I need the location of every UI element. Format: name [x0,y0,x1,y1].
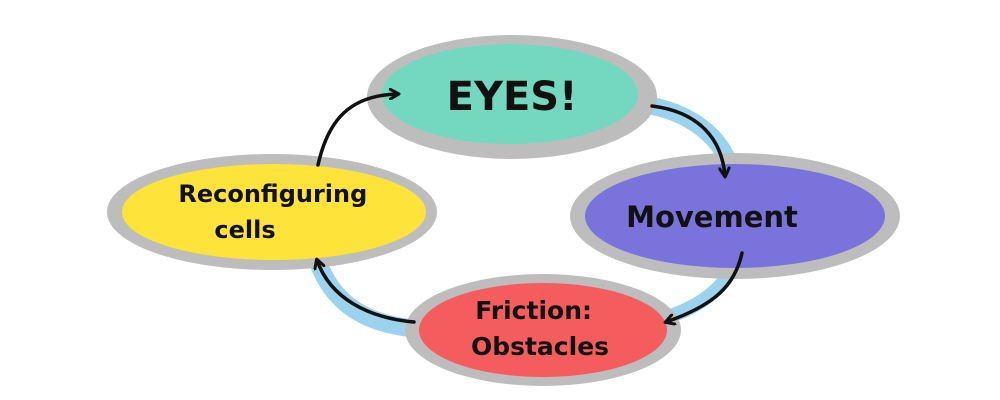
node-friction-fill [419,283,667,377]
arrow-movement-to-friction [666,251,744,322]
cycle-arrows [316,94,744,324]
arrow-reconfiguring-to-eyes [316,94,398,167]
node-reconfiguring-label: Reconfiguring cells [178,180,375,244]
node-reconfiguring: Reconfiguring cells [107,154,437,270]
arrow-eyes-to-movement [650,104,725,176]
node-friction-label: Friction: Obstacles [471,296,609,361]
node-movement: Movement [570,153,900,279]
arrow-friction-to-reconfiguring [317,260,416,324]
node-eyes: EYES! [367,35,657,159]
node-movement-label: Movement [626,200,798,234]
node-friction: Friction: Obstacles [405,274,681,386]
node-movement-fill [585,164,885,268]
node-reconfiguring-fill [122,164,426,260]
node-eyes-label: EYES! [447,74,578,120]
node-eyes-fill [382,44,638,144]
